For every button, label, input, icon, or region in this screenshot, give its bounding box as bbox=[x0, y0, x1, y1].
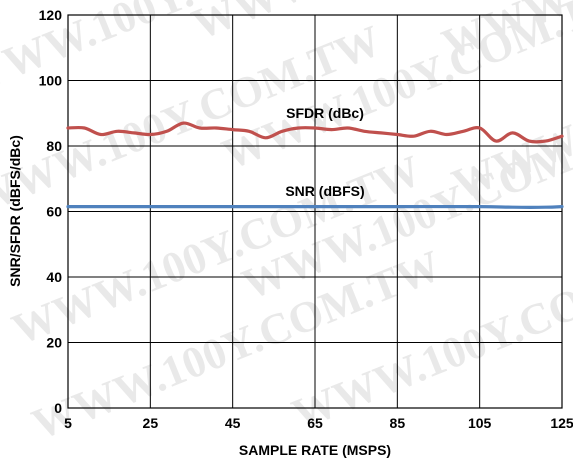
x-tick-labels: 5 25 45 65 85 105 125 bbox=[64, 415, 573, 431]
y-tick-label: 100 bbox=[39, 73, 63, 89]
x-tick-label: 45 bbox=[225, 415, 241, 431]
series-labels: SFDR (dBc) SNR (dBFS) bbox=[285, 105, 364, 199]
series-line-snr bbox=[66, 204, 564, 209]
series-layer bbox=[66, 121, 564, 209]
series-label-snr: SNR (dBFS) bbox=[285, 183, 364, 199]
watermark-layer: WWW.100Y.COM.TWWWW.100Y.COM.TWWWW.100Y.C… bbox=[0, 0, 573, 449]
x-tick-label: 65 bbox=[307, 415, 323, 431]
x-tick-label: 125 bbox=[550, 415, 573, 431]
x-tick-label: 105 bbox=[468, 415, 492, 431]
x-axis-label: SAMPLE RATE (MSPS) bbox=[239, 442, 391, 458]
grid bbox=[68, 15, 562, 408]
y-tick-labels: 0 20 40 60 80 100 120 bbox=[39, 7, 63, 416]
x-tick-label: 25 bbox=[143, 415, 159, 431]
series-line-sfdr bbox=[66, 121, 564, 144]
y-tick-label: 80 bbox=[46, 138, 62, 154]
y-tick-label: 0 bbox=[54, 400, 62, 416]
y-tick-label: 60 bbox=[46, 204, 62, 220]
y-tick-label: 40 bbox=[46, 269, 62, 285]
y-tick-label: 20 bbox=[46, 335, 62, 351]
series-label-sfdr: SFDR (dBc) bbox=[286, 105, 364, 121]
x-tick-label: 85 bbox=[390, 415, 406, 431]
y-tick-label: 120 bbox=[39, 7, 63, 23]
x-tick-label: 5 bbox=[64, 415, 72, 431]
y-axis-label: SNR/SFDR (dBFS/dBc) bbox=[7, 135, 23, 287]
